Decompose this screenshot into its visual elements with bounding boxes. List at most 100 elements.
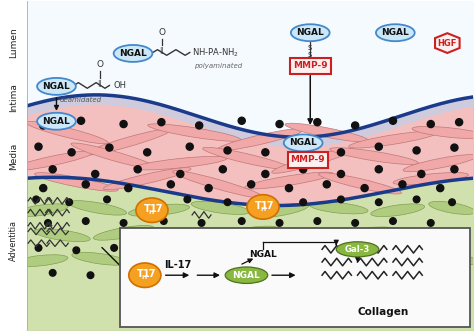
Polygon shape <box>435 33 460 53</box>
Text: ‖: ‖ <box>97 80 100 87</box>
Circle shape <box>352 122 359 129</box>
Circle shape <box>375 143 383 150</box>
Text: T: T <box>137 269 144 279</box>
Circle shape <box>82 181 89 188</box>
Ellipse shape <box>173 170 264 198</box>
Ellipse shape <box>72 252 128 265</box>
Ellipse shape <box>375 255 429 266</box>
Circle shape <box>219 166 227 173</box>
Ellipse shape <box>128 204 190 216</box>
Circle shape <box>281 269 288 276</box>
Text: HGF: HGF <box>438 39 457 48</box>
Ellipse shape <box>309 202 368 214</box>
Ellipse shape <box>245 172 333 189</box>
Circle shape <box>314 118 321 126</box>
Circle shape <box>449 199 456 206</box>
Ellipse shape <box>14 255 68 266</box>
Ellipse shape <box>131 253 191 268</box>
FancyBboxPatch shape <box>290 58 330 74</box>
Circle shape <box>413 196 420 203</box>
Ellipse shape <box>136 198 168 222</box>
Ellipse shape <box>35 173 118 191</box>
Text: 17: 17 <box>150 204 164 214</box>
Ellipse shape <box>393 172 468 185</box>
Ellipse shape <box>403 155 474 172</box>
Circle shape <box>300 166 307 173</box>
Text: NGAL: NGAL <box>296 28 324 37</box>
Circle shape <box>319 272 325 278</box>
Ellipse shape <box>193 253 252 265</box>
Text: NGAL: NGAL <box>119 49 147 58</box>
Text: O: O <box>96 60 103 69</box>
Ellipse shape <box>431 253 474 265</box>
Circle shape <box>375 199 382 206</box>
Circle shape <box>337 196 344 203</box>
Circle shape <box>224 199 231 206</box>
Text: NGAL: NGAL <box>43 117 70 126</box>
Circle shape <box>66 199 73 206</box>
Text: T: T <box>255 201 262 211</box>
Ellipse shape <box>315 252 371 266</box>
Text: O: O <box>159 28 166 37</box>
Circle shape <box>337 245 344 251</box>
Text: 17: 17 <box>261 201 274 211</box>
Circle shape <box>144 199 151 206</box>
Circle shape <box>390 218 396 224</box>
Text: polyaminated: polyaminated <box>194 63 243 69</box>
Text: s: s <box>307 43 311 52</box>
Circle shape <box>394 272 401 278</box>
Circle shape <box>451 166 458 173</box>
Circle shape <box>262 170 269 177</box>
Circle shape <box>134 166 141 173</box>
Ellipse shape <box>284 134 322 151</box>
Circle shape <box>276 220 283 226</box>
Text: IL-17: IL-17 <box>164 260 191 270</box>
Circle shape <box>40 122 47 129</box>
Ellipse shape <box>37 78 76 95</box>
Circle shape <box>262 196 269 203</box>
Circle shape <box>238 218 245 224</box>
Text: H: H <box>142 275 147 280</box>
Ellipse shape <box>376 24 415 41</box>
Ellipse shape <box>429 201 474 214</box>
Circle shape <box>111 245 118 251</box>
Circle shape <box>241 272 247 278</box>
Circle shape <box>456 118 463 126</box>
Text: NGAL: NGAL <box>249 251 277 260</box>
Circle shape <box>186 245 193 251</box>
Circle shape <box>106 144 113 151</box>
Ellipse shape <box>133 156 228 170</box>
Circle shape <box>399 181 406 188</box>
FancyBboxPatch shape <box>288 152 328 168</box>
Circle shape <box>77 117 84 124</box>
Ellipse shape <box>319 173 401 194</box>
Text: NGAL: NGAL <box>43 82 70 91</box>
Circle shape <box>224 247 231 254</box>
Text: H: H <box>149 210 154 215</box>
Circle shape <box>49 166 56 173</box>
Circle shape <box>375 166 383 173</box>
Circle shape <box>104 196 110 203</box>
Circle shape <box>437 185 444 192</box>
Circle shape <box>40 185 47 192</box>
Circle shape <box>33 196 39 203</box>
Ellipse shape <box>37 113 76 130</box>
Text: NH-PA-NH$_2$: NH-PA-NH$_2$ <box>192 46 239 59</box>
Text: OH: OH <box>113 81 126 90</box>
Bar <box>0 1 27 330</box>
Ellipse shape <box>285 123 369 142</box>
Circle shape <box>418 170 425 177</box>
Circle shape <box>73 247 80 254</box>
Text: NGAL: NGAL <box>233 271 260 280</box>
Circle shape <box>276 120 283 127</box>
Text: Intima: Intima <box>9 83 18 112</box>
Circle shape <box>314 218 320 224</box>
Circle shape <box>82 218 89 224</box>
Ellipse shape <box>272 148 354 173</box>
Ellipse shape <box>348 131 438 148</box>
Circle shape <box>91 170 99 177</box>
Circle shape <box>337 170 345 177</box>
Circle shape <box>413 245 420 251</box>
Circle shape <box>196 122 203 129</box>
Circle shape <box>205 185 212 192</box>
